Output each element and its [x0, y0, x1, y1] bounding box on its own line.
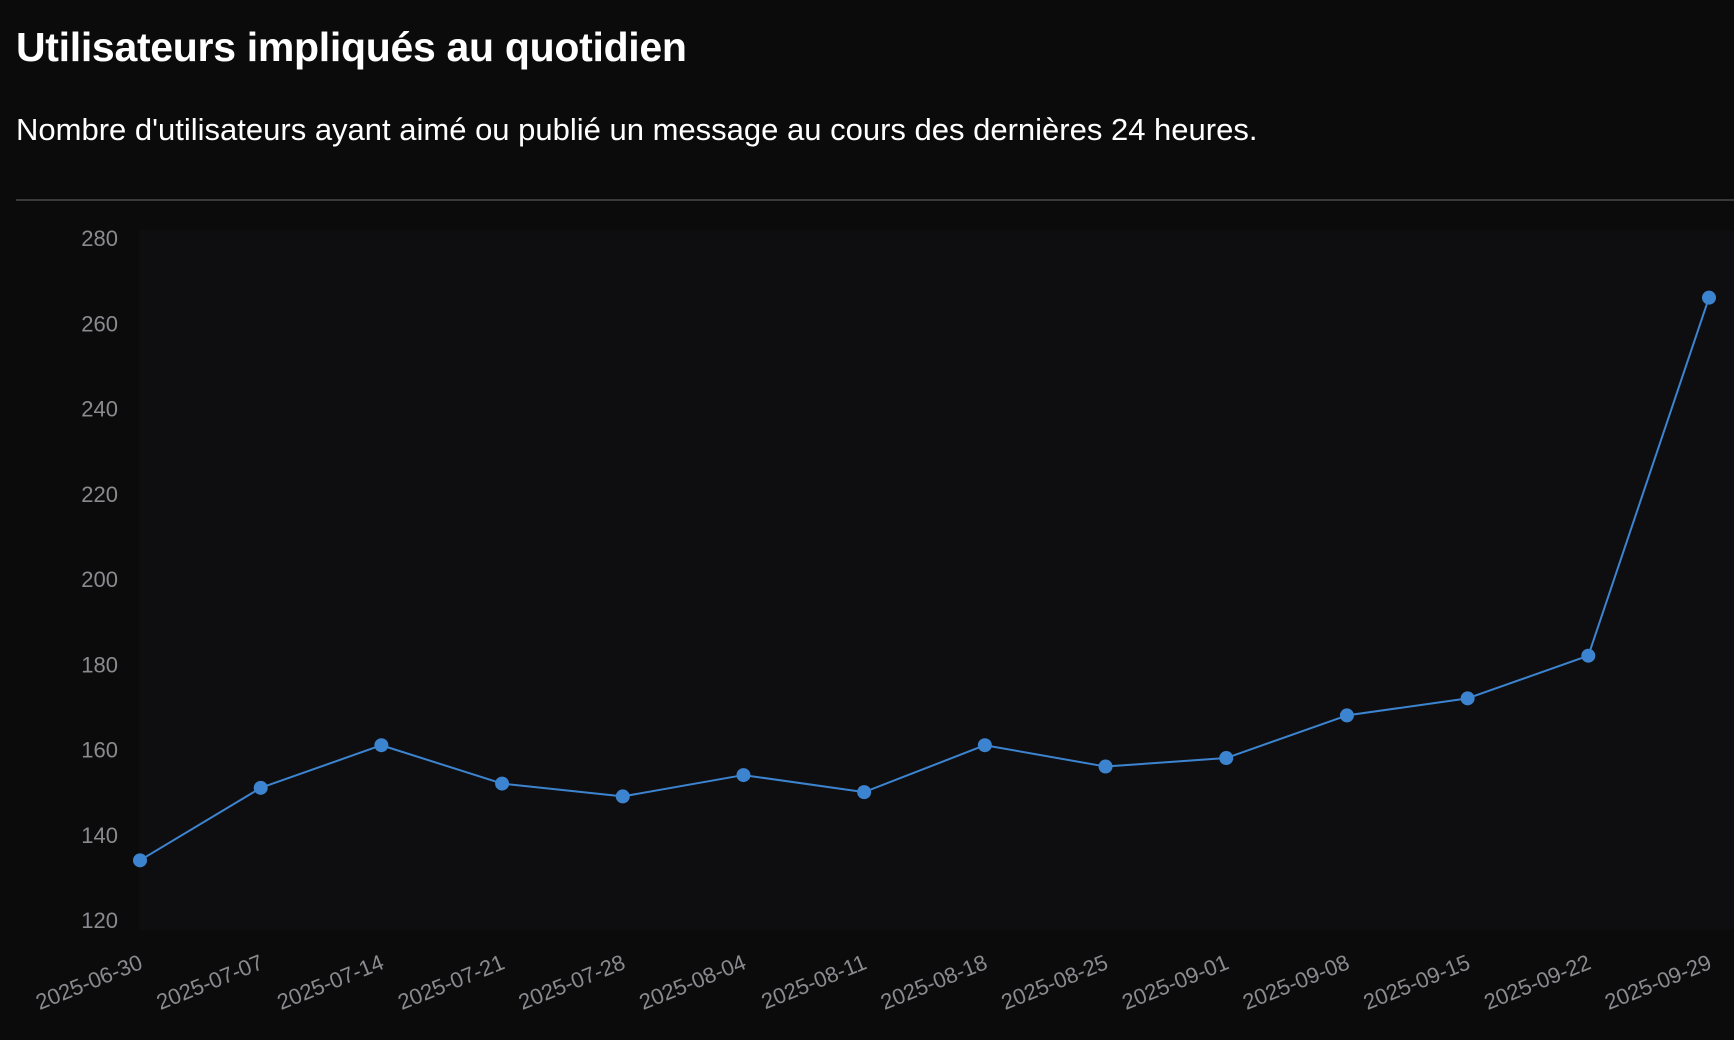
data-point[interactable]: [1702, 290, 1716, 305]
data-point[interactable]: [736, 768, 751, 783]
y-tick-label: 200: [81, 567, 118, 592]
data-point[interactable]: [133, 853, 147, 868]
x-tick-label: 2025-08-11: [758, 949, 870, 1014]
y-tick-label: 160: [81, 738, 118, 763]
x-tick-label: 2025-08-04: [636, 949, 750, 1014]
y-tick-label: 120: [81, 908, 118, 933]
x-tick-label: 2025-07-28: [515, 949, 629, 1014]
data-point[interactable]: [253, 780, 268, 795]
y-tick-label: 240: [81, 397, 118, 422]
data-point[interactable]: [1098, 759, 1113, 774]
y-axis: 120 140 160 180 200 220 240 260 280: [81, 226, 118, 933]
x-axis: 2025-06-30 2025-07-07 2025-07-14 2025-07-21…: [32, 949, 1715, 1014]
header-divider: [16, 199, 1734, 201]
plot-area: [139, 230, 1734, 930]
data-point[interactable]: [1219, 751, 1234, 766]
x-tick-label: 2025-09-15: [1360, 949, 1474, 1014]
data-point[interactable]: [1339, 708, 1354, 723]
data-point[interactable]: [857, 785, 872, 800]
x-tick-label: 2025-08-25: [998, 949, 1112, 1014]
x-tick-label: 2025-09-08: [1239, 949, 1353, 1014]
data-point[interactable]: [1460, 691, 1475, 706]
y-tick-label: 180: [81, 652, 118, 677]
y-tick-label: 220: [81, 482, 118, 507]
x-tick-label: 2025-06-30: [32, 949, 146, 1014]
y-tick-label: 260: [81, 311, 118, 336]
data-point[interactable]: [615, 789, 630, 804]
data-point[interactable]: [374, 738, 389, 753]
x-tick-label: 2025-07-07: [153, 949, 267, 1014]
x-tick-label: 2025-09-22: [1480, 949, 1594, 1014]
y-tick-label: 280: [81, 226, 118, 251]
series-line: [139, 297, 1710, 862]
series-layer: [133, 290, 1716, 868]
data-point[interactable]: [495, 776, 510, 791]
x-tick-label: 2025-08-18: [877, 949, 991, 1014]
y-tick-label: 140: [81, 823, 118, 848]
x-tick-label: 2025-09-29: [1601, 949, 1715, 1014]
chart-subtitle: Nombre d'utilisateurs ayant aimé ou publ…: [16, 112, 1258, 147]
x-tick-label: 2025-07-14: [274, 949, 388, 1014]
chart-title: Utilisateurs impliqués au quotidien: [16, 24, 687, 70]
x-tick-label: 2025-07-21: [394, 949, 508, 1014]
data-point[interactable]: [1581, 648, 1596, 663]
data-point[interactable]: [977, 738, 992, 753]
x-tick-label: 2025-09-01: [1118, 949, 1232, 1014]
